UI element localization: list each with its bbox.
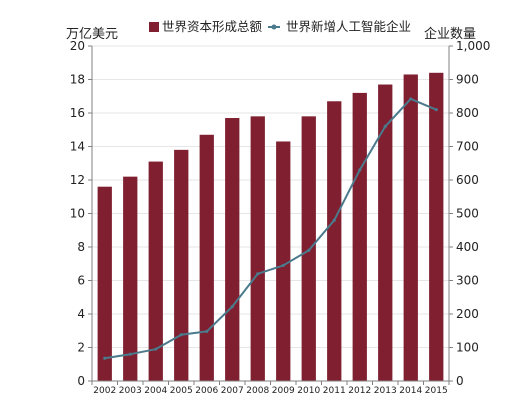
grid	[92, 45, 449, 382]
x-tick-label: 2014	[399, 386, 422, 396]
left-tick-label: 4	[77, 307, 85, 321]
right-tick-label: 800	[456, 106, 479, 120]
left-tick-label: 8	[77, 240, 85, 254]
left-tick-label: 18	[70, 73, 85, 87]
line-point	[358, 168, 362, 172]
right-tick-label: 600	[456, 173, 479, 187]
bar	[276, 141, 291, 381]
line-series	[103, 97, 438, 360]
x-tick-label: 2009	[272, 386, 295, 396]
bar	[148, 161, 163, 381]
line-point	[103, 356, 107, 360]
axes	[88, 45, 453, 385]
line-point	[307, 248, 311, 252]
bar	[225, 118, 240, 382]
bar	[403, 74, 418, 381]
left-tick-label: 6	[77, 274, 85, 288]
bar	[174, 149, 189, 381]
legend-bar-swatch	[149, 22, 159, 32]
right-tick-label: 200	[456, 307, 479, 321]
legend-line-label: 世界新增人工智能企业	[286, 19, 411, 34]
x-tick-label: 2005	[170, 386, 193, 396]
left-tick-label: 16	[70, 106, 85, 120]
bar-series	[97, 72, 444, 382]
line-point	[256, 272, 260, 276]
bar	[97, 186, 112, 381]
legend: 世界资本形成总额 世界新增人工智能企业	[149, 19, 411, 34]
line-point	[281, 263, 285, 268]
left-tick-label: 20	[70, 39, 85, 53]
right-tick-label: 1,000	[456, 39, 490, 53]
right-tick-label: 0	[456, 374, 464, 388]
x-tick-label: 2006	[195, 386, 218, 396]
x-tick-label: 2013	[374, 386, 397, 396]
line-point	[128, 352, 132, 356]
x-tick-label: 2004	[144, 386, 167, 396]
x-tick-label: 2008	[246, 386, 269, 396]
left-tick-label: 12	[70, 173, 85, 187]
right-tick-label: 500	[456, 207, 479, 221]
line-point	[434, 108, 438, 112]
line-point	[332, 218, 336, 222]
x-tick-label: 2007	[221, 386, 244, 396]
bar	[301, 116, 316, 381]
x-tick-label: 2003	[119, 386, 142, 396]
x-tick-label: 2011	[323, 386, 346, 396]
bar	[378, 84, 393, 382]
right-tick-label: 300	[456, 274, 479, 288]
line-point	[230, 305, 234, 309]
right-tick-label: 100	[456, 341, 479, 355]
left-axis-unit: 万亿美元	[66, 27, 118, 42]
left-tick-label: 0	[77, 374, 85, 388]
legend-line-marker	[271, 24, 277, 30]
line-point	[409, 97, 413, 101]
line-point	[205, 329, 209, 334]
right-axis-ticks: 0 100 200 300 400 500 600 700 800 900 1,000	[456, 39, 490, 388]
bar	[250, 116, 265, 381]
x-tick-label: 2010	[297, 386, 320, 396]
bar	[199, 134, 214, 381]
left-tick-label: 10	[70, 207, 85, 221]
line-path	[104, 97, 437, 360]
line-point	[383, 124, 387, 128]
bar	[327, 101, 342, 382]
x-tick-label: 2012	[348, 386, 371, 396]
line-point	[154, 347, 158, 351]
x-tick-label: 2002	[93, 386, 116, 396]
left-tick-label: 14	[70, 140, 85, 154]
right-tick-label: 400	[456, 240, 479, 254]
line-point	[179, 333, 183, 337]
x-tick-label: 2015	[425, 386, 448, 396]
x-axis-ticks: 2002 2003 2004 2005 2006 2007 2008 2009 2010 2011…	[93, 386, 447, 396]
right-axis-unit: 企业数量	[424, 26, 476, 42]
bar	[429, 72, 444, 382]
left-axis-ticks: 0 2 4 6 8 10 12 14 16 18 20	[70, 39, 85, 388]
right-tick-label: 900	[456, 73, 479, 87]
legend-bar-label: 世界资本形成总额	[162, 19, 263, 34]
left-tick-label: 2	[77, 341, 85, 355]
bar	[123, 176, 138, 381]
bar	[352, 92, 367, 382]
right-tick-label: 700	[456, 140, 479, 154]
